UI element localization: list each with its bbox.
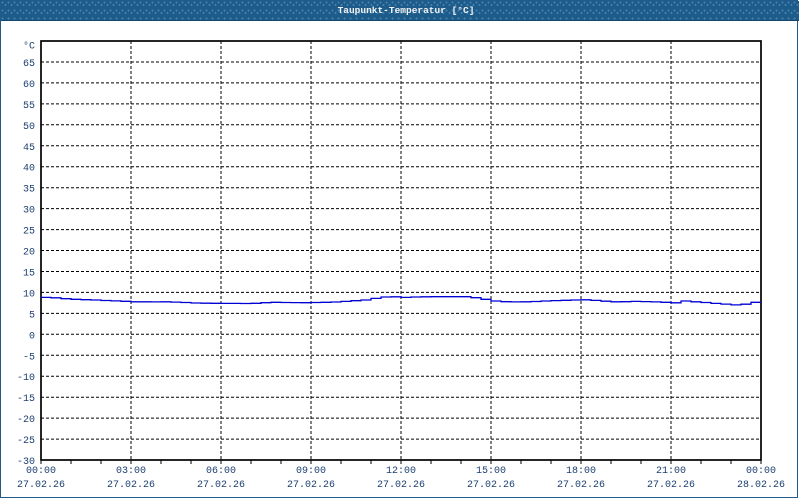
- svg-text:0: 0: [29, 331, 35, 342]
- svg-text:27.02.26: 27.02.26: [377, 480, 425, 491]
- svg-text:27.02.26: 27.02.26: [17, 480, 65, 491]
- svg-text:-5: -5: [23, 352, 35, 363]
- svg-text:27.02.26: 27.02.26: [467, 480, 515, 491]
- svg-text:65: 65: [23, 59, 35, 70]
- svg-text:00:00: 00:00: [746, 466, 776, 477]
- svg-text:5: 5: [29, 310, 35, 321]
- svg-text:15: 15: [23, 269, 35, 280]
- svg-text:10: 10: [23, 289, 35, 300]
- svg-text:-25: -25: [17, 436, 35, 447]
- svg-text:21:00: 21:00: [656, 466, 686, 477]
- svg-text:25: 25: [23, 227, 35, 238]
- svg-text:60: 60: [23, 80, 35, 91]
- svg-text:30: 30: [23, 206, 35, 217]
- svg-text:28.02.26: 28.02.26: [737, 480, 785, 491]
- svg-text:27.02.26: 27.02.26: [557, 480, 605, 491]
- svg-text:15:00: 15:00: [476, 466, 506, 477]
- svg-text:27.02.26: 27.02.26: [107, 480, 155, 491]
- svg-text:45: 45: [23, 143, 35, 154]
- svg-text:03:00: 03:00: [116, 466, 146, 477]
- svg-text:-20: -20: [17, 415, 35, 426]
- svg-text:40: 40: [23, 164, 35, 175]
- svg-text:°C: °C: [23, 41, 35, 53]
- svg-text:27.02.26: 27.02.26: [647, 480, 695, 491]
- svg-text:09:00: 09:00: [296, 466, 326, 477]
- svg-text:50: 50: [23, 122, 35, 133]
- svg-text:-10: -10: [17, 373, 35, 384]
- svg-text:35: 35: [23, 185, 35, 196]
- svg-text:18:00: 18:00: [566, 466, 596, 477]
- svg-text:27.02.26: 27.02.26: [197, 480, 245, 491]
- svg-text:27.02.26: 27.02.26: [287, 480, 335, 491]
- svg-text:-15: -15: [17, 394, 35, 405]
- svg-text:55: 55: [23, 101, 35, 112]
- svg-text:00:00: 00:00: [26, 466, 56, 477]
- svg-text:06:00: 06:00: [206, 466, 236, 477]
- svg-text:20: 20: [23, 248, 35, 259]
- svg-text:12:00: 12:00: [386, 466, 416, 477]
